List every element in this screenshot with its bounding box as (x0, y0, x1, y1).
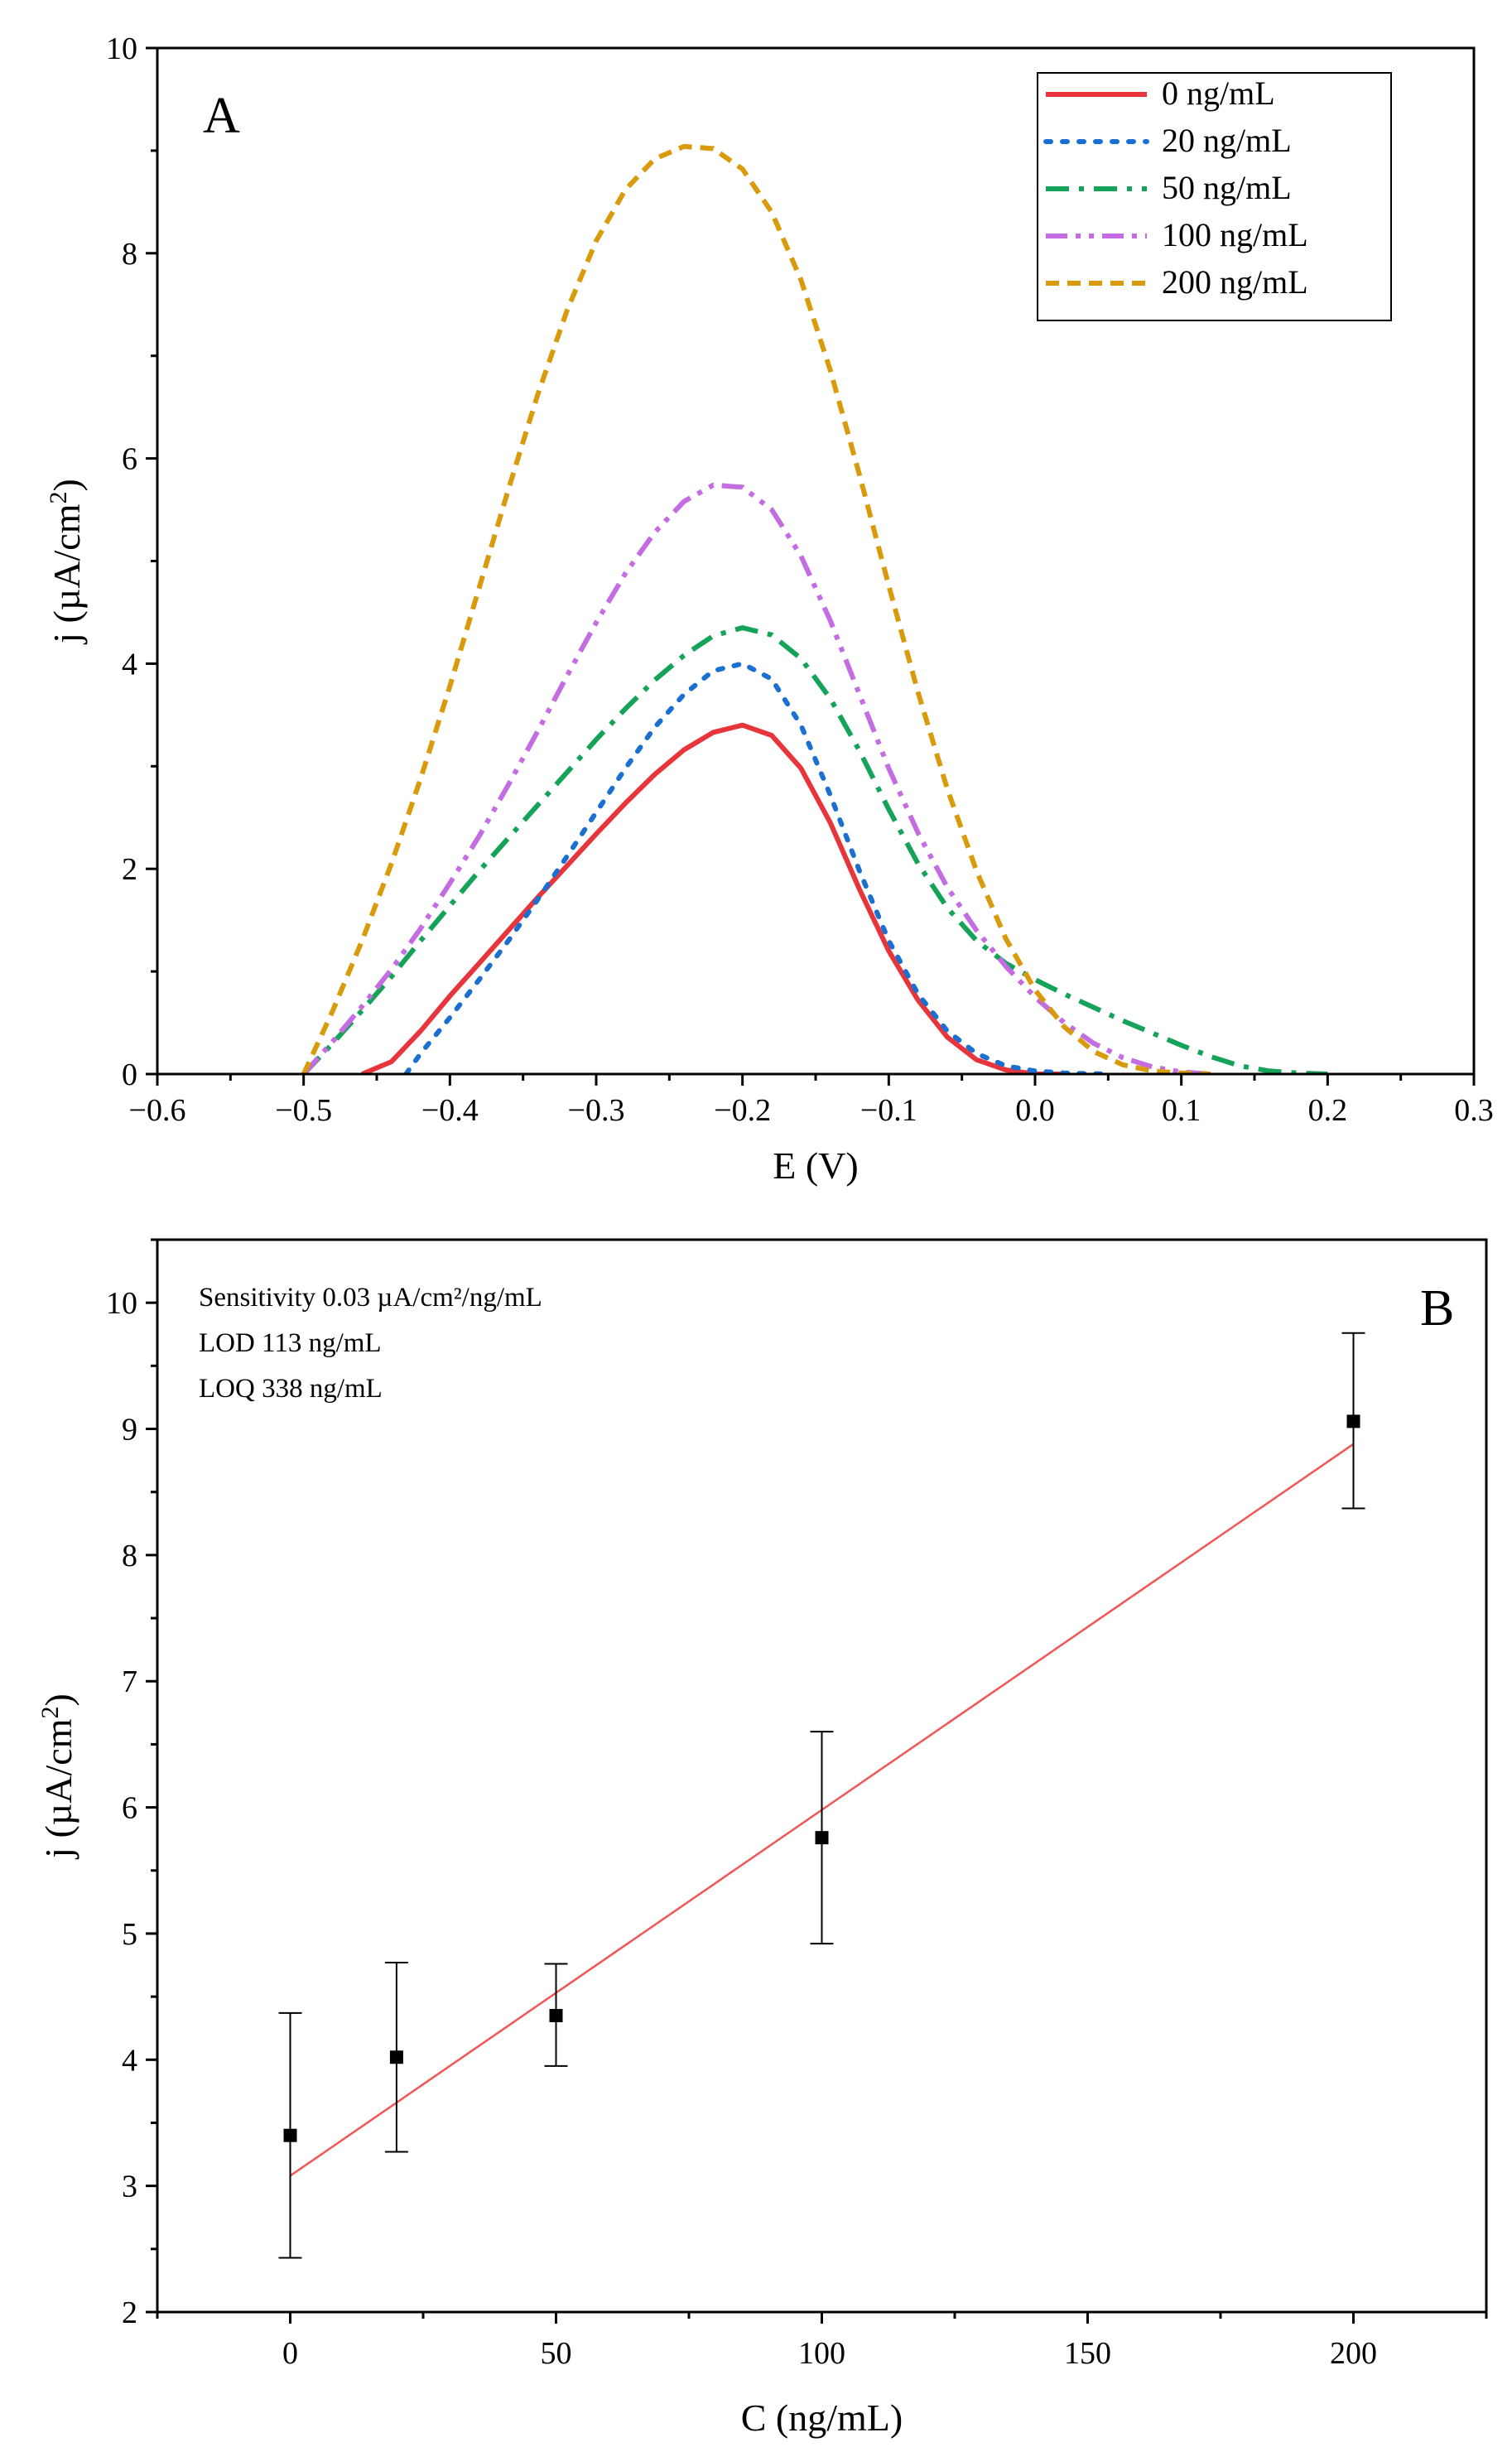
panel-a-label: A (203, 88, 240, 144)
panel-b-data-point-3 (815, 1831, 829, 1845)
panel-b-x-tick-label-3: 150 (1064, 2336, 1111, 2371)
panel-b-y-axis-title-main: j (µA/cm (37, 1718, 79, 1860)
panel-a-x-tick-label-1: −0.5 (275, 1093, 332, 1128)
panel-a-legend-label-1: 20 ng/mL (1162, 122, 1292, 159)
panel-a-legend: 0 ng/mL 20 ng/mL 50 ng/mL 100 ng/mL 200 ng/m… (1037, 72, 1392, 321)
panel-b-y-tick-label-3: 5 (122, 1917, 137, 1952)
panel-a-series-line-0 (361, 722, 1065, 1074)
panel-b-label: B (1420, 1280, 1454, 1337)
panel-b-x-axis-title: C (ng/mL) (741, 2397, 903, 2439)
panel-b-y-axis-title-sup: 2 (36, 1707, 64, 1719)
panel-a-x-tick-label-9: 0.3 (1454, 1093, 1494, 1128)
panel-b-data-point-1 (389, 2050, 403, 2064)
panel-a-legend-box (1037, 72, 1392, 321)
panel-a-legend-label-4: 200 ng/mL (1162, 263, 1308, 301)
panel-a-y-tick-label-3: 6 (122, 442, 137, 477)
panel-a-y-tick-label-5: 10 (106, 31, 137, 66)
panel-a-series-line-1 (403, 661, 1111, 1074)
panel-a-legend-label-2: 50 ng/mL (1162, 169, 1292, 206)
panel-b-y-tick-label-7: 9 (122, 1413, 137, 1448)
panel-a-y-axis-title-sup: 2 (45, 492, 72, 504)
panel-a-series-group (301, 143, 1328, 1074)
panel-b-ticks: 0 50 100 150 200 2 3 4 5 6 7 8 9 10 (106, 1238, 1488, 2371)
panel-b-data-point-0 (283, 2128, 297, 2142)
panel-a-x-tick-label-6: 0.0 (1015, 1093, 1055, 1128)
panel-b-y-tick-label-4: 6 (122, 1791, 137, 1826)
panel-a: −0.6 −0.5 −0.4 −0.3 −0.2 −0.1 0.0 0.1 0.2 0.3 0 2 4 6… (45, 31, 1494, 1187)
panel-b-x-tick-label-0: 0 (282, 2336, 298, 2371)
panel-b-y-tick-label-1: 3 (122, 2170, 137, 2204)
panel-b-y-tick-label-5: 7 (122, 1664, 137, 1699)
panel-b-x-tick-label-2: 100 (798, 2336, 845, 2371)
panel-a-x-tick-label-3: −0.3 (568, 1093, 625, 1128)
panel-a-x-tick-label-2: −0.4 (421, 1093, 479, 1128)
panel-b-y-axis-title-end: ) (37, 1693, 79, 1706)
panel-b-marks-group (278, 1332, 1365, 2259)
panel-a-x-tick-label-5: −0.1 (860, 1093, 917, 1128)
panel-a-y-tick-label-2: 4 (122, 647, 137, 682)
panel-a-x-tick-label-4: −0.2 (714, 1093, 771, 1128)
panel-b: 0 50 100 150 200 2 3 4 5 6 7 8 9 10 B C (ng/mL) j (µA… (36, 1238, 1488, 2439)
panel-a-series-line-2 (301, 625, 1328, 1074)
panel-b-lod-text: LOD 113 ng/mL (199, 1328, 382, 1358)
panel-a-y-axis-title: j (µA/cm2) (45, 479, 89, 645)
panel-a-legend-label-0: 0 ng/mL (1162, 75, 1275, 112)
panel-a-y-tick-label-0: 0 (122, 1057, 137, 1092)
panel-a-y-tick-label-4: 8 (122, 237, 137, 272)
panel-a-x-tick-label-0: −0.6 (129, 1093, 186, 1128)
panel-b-y-tick-label-2: 4 (122, 2043, 137, 2078)
panel-b-loq-text: LOQ 338 ng/mL (199, 1374, 383, 1404)
panel-a-y-axis-title-main: j (µA/cm (46, 503, 88, 645)
panel-a-ticks: −0.6 −0.5 −0.4 −0.3 −0.2 −0.1 0.0 0.1 0.2 0.3 0 2 4 6… (106, 31, 1494, 1128)
panel-b-y-tick-label-6: 8 (122, 1539, 137, 1573)
panel-b-x-tick-label-4: 200 (1330, 2336, 1377, 2371)
panel-a-x-axis-title: E (V) (773, 1144, 858, 1187)
panel-a-y-tick-label-1: 2 (122, 852, 137, 887)
panel-a-x-tick-label-8: 0.2 (1308, 1093, 1348, 1128)
panel-a-y-axis-title-end: ) (46, 479, 88, 491)
panel-b-y-axis-title: j (µA/cm2) (36, 1693, 80, 1860)
panel-b-y-tick-label-0: 2 (122, 2295, 137, 2330)
panel-a-x-tick-label-7: 0.1 (1162, 1093, 1201, 1128)
panel-b-sensitivity-text: Sensitivity 0.03 µA/cm²/ng/mL (199, 1283, 542, 1313)
panel-b-data-point-2 (549, 2008, 563, 2022)
panel-b-y-tick-label-8: 10 (106, 1286, 137, 1321)
panel-b-data-point-4 (1346, 1414, 1360, 1428)
panel-a-series-line-4 (301, 143, 1211, 1074)
panel-a-legend-label-3: 100 ng/mL (1162, 216, 1308, 253)
panel-b-x-tick-label-1: 50 (541, 2336, 572, 2371)
